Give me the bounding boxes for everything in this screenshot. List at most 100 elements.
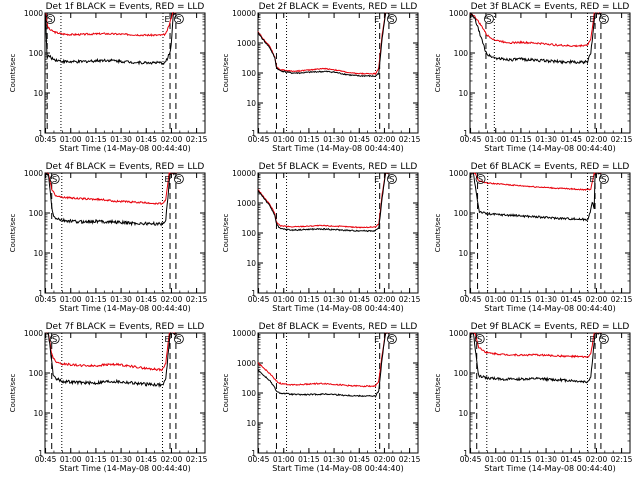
y-tick-label: 1 [38, 289, 43, 298]
x-axis-label: Start Time (14-May-08 00:44:40) [272, 464, 403, 473]
y-tick-label: 1000 [24, 9, 43, 18]
y-tick-label: 100 [454, 49, 469, 58]
y-tick-label: 100 [29, 369, 44, 378]
marker-circle [474, 334, 485, 344]
y-axis-label: Counts/sec [222, 54, 230, 93]
x-tick-label: 01:00 [273, 295, 295, 304]
x-tick-label: 01:00 [60, 135, 82, 144]
x-tick-label: 01:00 [60, 295, 82, 304]
y-tick-label: 1000 [24, 329, 43, 338]
lld-series-line [257, 332, 390, 388]
marker-s: S [176, 15, 181, 24]
panel-title: Det 3f BLACK = Events, RED = LLD [471, 2, 630, 12]
x-tick-label: 02:00 [161, 455, 183, 464]
marker-circle [49, 174, 60, 184]
x-tick-label: 02:00 [161, 295, 183, 304]
y-tick-label: 1000 [449, 9, 468, 18]
x-tick-label: 02:00 [161, 135, 183, 144]
x-tick-label: 01:30 [323, 455, 345, 464]
marker-circle [45, 14, 56, 24]
events-series-line [257, 332, 390, 398]
events-series-line [470, 172, 602, 222]
y-tick-label: 100 [29, 49, 44, 58]
x-tick-label: 01:30 [323, 135, 345, 144]
y-tick-label: 10 [33, 409, 43, 418]
x-tick-label: 01:00 [485, 135, 507, 144]
lld-series-line [470, 172, 602, 192]
x-tick-label: 01:45 [348, 135, 370, 144]
plot-frame [44, 332, 206, 454]
panel-det-2: Det 2f BLACK = Events, RED = LLD 1 10 100 10… [222, 2, 421, 153]
y-axis-label: Counts/sec [222, 374, 230, 413]
x-tick-label: 01:30 [110, 295, 132, 304]
y-tick-label: 1000 [237, 39, 256, 48]
plot-frame [44, 12, 206, 134]
y-tick-label: 10 [458, 409, 468, 418]
x-tick-label: 01:45 [560, 295, 582, 304]
x-tick-label: 01:15 [510, 135, 532, 144]
plot-frame [469, 12, 631, 134]
x-tick-label: 01:30 [535, 455, 557, 464]
x-tick-label: 01:15 [298, 135, 320, 144]
x-tick-label: 02:15 [186, 455, 208, 464]
panel-title: Det 6f BLACK = Events, RED = LLD [471, 162, 630, 172]
y-tick-label: 100 [242, 229, 257, 238]
y-tick-label: 1 [463, 289, 468, 298]
x-tick-label: 01:15 [85, 135, 107, 144]
marker-s: S [601, 175, 606, 184]
x-axis-label: Start Time (14-May-08 00:44:40) [484, 464, 615, 473]
marker-e: E [590, 175, 595, 184]
events-series-line [257, 172, 390, 233]
y-tick-label: 1 [251, 129, 256, 138]
y-axis-label: Counts/sec [9, 54, 17, 93]
marker-s: S [601, 15, 606, 24]
marker-circle [174, 174, 184, 184]
panel-det-9: Det 9f BLACK = Events, RED = LLD 1 10 100 10… [434, 322, 633, 473]
x-tick-label: 00:45 [35, 455, 57, 464]
x-tick-label: 01:15 [510, 455, 532, 464]
x-tick-label: 01:00 [485, 455, 507, 464]
marker-circle [475, 174, 486, 184]
y-tick-label: 1000 [449, 169, 468, 178]
x-tick-label: 01:45 [135, 295, 157, 304]
x-tick-label: 01:00 [273, 135, 295, 144]
x-tick-label: 00:45 [35, 295, 57, 304]
x-tick-label: 02:00 [374, 455, 396, 464]
x-tick-label: 02:15 [611, 295, 633, 304]
x-tick-label: 01:30 [535, 295, 557, 304]
events-series-line [257, 12, 390, 78]
panel-det-3: Det 3f BLACK = Events, RED = LLD 1 10 100 10… [434, 2, 633, 153]
marker-s: S [176, 335, 181, 344]
y-tick-label: 100 [242, 389, 257, 398]
marker-circle [174, 14, 184, 24]
x-tick-label: 00:45 [248, 135, 270, 144]
x-axis-label: Start Time (14-May-08 00:44:40) [59, 304, 190, 313]
marker-e: E [374, 15, 379, 24]
marker-circle [599, 174, 609, 184]
x-tick-label: 01:30 [110, 135, 132, 144]
x-axis-label: Start Time (14-May-08 00:44:40) [484, 144, 615, 153]
y-tick-label: 1000 [449, 329, 468, 338]
x-tick-label: 01:30 [323, 295, 345, 304]
y-tick-label: 1 [463, 129, 468, 138]
y-tick-label: 1 [463, 449, 468, 458]
marker-e: E [590, 15, 595, 24]
marker-e: E [165, 175, 170, 184]
marker-circle [387, 14, 397, 24]
panel-det-8: Det 8f BLACK = Events, RED = LLD 1 10 100 10… [222, 322, 421, 473]
y-tick-label: 10 [458, 89, 468, 98]
x-tick-label: 01:45 [135, 135, 157, 144]
x-axis-label: Start Time (14-May-08 00:44:40) [272, 144, 403, 153]
y-tick-label: 1 [38, 449, 43, 458]
panel-title: Det 1f BLACK = Events, RED = LLD [46, 2, 205, 12]
panel-det-7: Det 7f BLACK = Events, RED = LLD 1 10 100 10… [9, 322, 208, 473]
marker-s: S [52, 335, 57, 344]
x-tick-label: 01:30 [535, 135, 557, 144]
x-tick-label: 00:45 [35, 135, 57, 144]
x-tick-label: 01:15 [298, 455, 320, 464]
lld-series-line [257, 12, 390, 76]
marker-circle [599, 14, 609, 24]
panel-det-4: Det 4f BLACK = Events, RED = LLD 1 10 100 10… [9, 162, 208, 313]
lld-series-line [257, 172, 390, 229]
y-axis-label: Counts/sec [434, 374, 442, 413]
